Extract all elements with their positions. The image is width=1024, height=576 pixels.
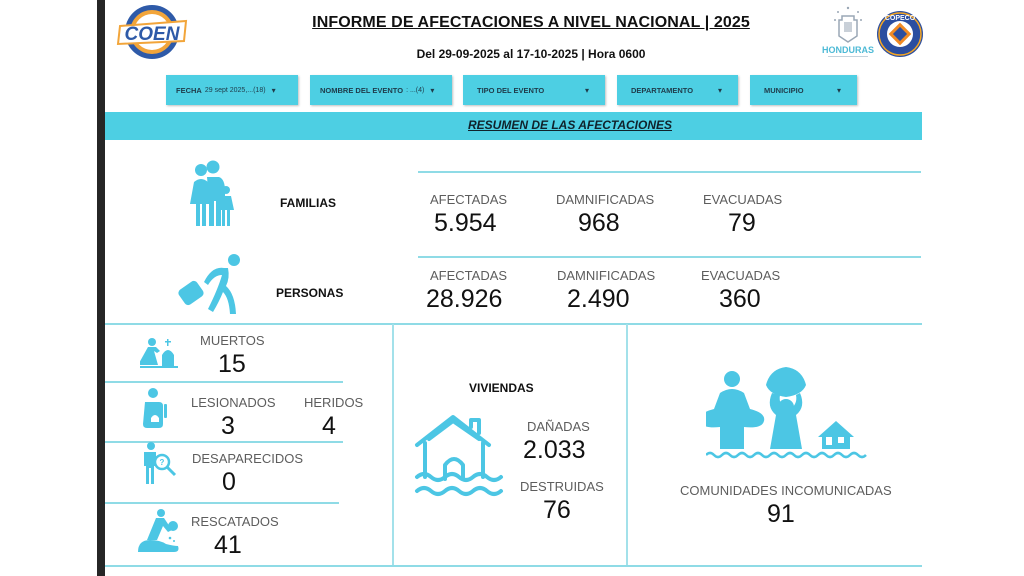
filter-fecha[interactable]: FECHA 29 sept 2025,...(18) ▾ xyxy=(166,75,298,105)
mourning-grave-icon xyxy=(140,337,182,369)
chevron-down-icon: ▾ xyxy=(836,85,841,95)
rescue-icon xyxy=(136,508,182,554)
honduras-logo: HONDURAS xyxy=(818,4,878,60)
svg-text:HONDURAS: HONDURAS xyxy=(822,45,874,55)
heridos-value: 4 xyxy=(322,412,336,440)
page-title: INFORME DE AFECTACIONES A NIVEL NACIONAL… xyxy=(312,14,750,31)
filter-nombre-evento-label: NOMBRE DEL EVENTO xyxy=(320,85,404,95)
personas-damnificadas-label: DAMNIFICADAS xyxy=(557,268,656,283)
personas-evacuadas-value: 360 xyxy=(719,285,761,313)
personas-evacuadas-label: EVACUADAS xyxy=(701,268,781,283)
personas-afectadas-label: AFECTADAS xyxy=(430,268,508,283)
filter-municipio-label: MUNICIPIO xyxy=(764,85,804,95)
filter-tipo-evento[interactable]: TIPO DEL EVENTO ▾ xyxy=(463,75,605,105)
familias-damnificadas-value: 968 xyxy=(578,209,620,237)
date-range-subtitle: Del 29-09-2025 al 17-10-2025 | Hora 0600 xyxy=(416,47,646,61)
summary-banner-title: RESUMEN DE LAS AFECTACIONES xyxy=(467,118,672,132)
muertos-value: 15 xyxy=(218,350,246,378)
svg-text:COEN: COEN xyxy=(125,24,181,45)
danadas-value: 2.033 xyxy=(523,436,586,464)
window-left-edge xyxy=(97,0,105,576)
familias-afectadas-label: AFECTADAS xyxy=(430,192,508,207)
divider xyxy=(105,381,343,383)
divider-vertical xyxy=(392,324,394,566)
divider xyxy=(418,171,921,173)
missing-person-search-icon: ? xyxy=(143,442,179,486)
divider xyxy=(418,256,921,258)
divider xyxy=(105,502,339,504)
svg-text:COPECO: COPECO xyxy=(885,15,916,22)
lesionados-value: 3 xyxy=(221,412,235,440)
filter-municipio[interactable]: MUNICIPIO ▾ xyxy=(750,75,857,105)
familias-label: FAMILIAS xyxy=(280,196,336,210)
filter-tipo-evento-label: TIPO DEL EVENTO xyxy=(477,85,545,95)
lesionados-label: LESIONADOS xyxy=(191,395,276,410)
heridos-label: HERIDOS xyxy=(304,395,364,410)
destruidas-value: 76 xyxy=(543,496,571,524)
muertos-label: MUERTOS xyxy=(200,333,265,348)
desaparecidos-value: 0 xyxy=(222,468,236,496)
isolated-community-flood-icon xyxy=(706,363,870,459)
familias-afectadas-value: 5.954 xyxy=(434,209,497,237)
coen-logo: COEN xyxy=(116,4,188,60)
chevron-down-icon: ▾ xyxy=(271,85,276,95)
personas-damnificadas-value: 2.490 xyxy=(567,285,630,313)
familias-evacuadas-label: EVACUADAS xyxy=(703,192,783,207)
filter-fecha-label: FECHA xyxy=(176,85,202,95)
familias-damnificadas-label: DAMNIFICADAS xyxy=(556,192,655,207)
flooded-house-icon xyxy=(413,413,505,501)
filter-nombre-evento[interactable]: NOMBRE DEL EVENTO : ...(4) ▾ xyxy=(310,75,452,105)
divider xyxy=(105,441,343,443)
filter-fecha-value: 29 sept 2025,...(18) xyxy=(204,86,266,94)
familias-evacuadas-value: 79 xyxy=(728,209,756,237)
rescatados-label: RESCATADOS xyxy=(191,514,279,529)
personas-label: PERSONAS xyxy=(276,286,344,300)
filter-departamento[interactable]: DEPARTAMENTO ▾ xyxy=(617,75,738,105)
svg-text:?: ? xyxy=(160,458,165,467)
summary-banner xyxy=(105,112,922,140)
comunidades-value: 91 xyxy=(767,500,795,528)
destruidas-label: DESTRUIDAS xyxy=(520,479,604,494)
injured-person-icon xyxy=(143,388,169,432)
chevron-down-icon: ▾ xyxy=(717,85,722,95)
chevron-down-icon: ▾ xyxy=(584,85,589,95)
personas-afectadas-value: 28.926 xyxy=(426,285,503,313)
copeco-logo: COPECO xyxy=(876,10,924,58)
divider xyxy=(105,323,922,325)
family-icon xyxy=(188,160,240,232)
filter-nombre-evento-value: : ...(4) xyxy=(406,86,425,94)
evacuee-with-luggage-icon xyxy=(176,252,246,320)
divider xyxy=(105,565,922,567)
comunidades-label: COMUNIDADES INCOMUNICADAS xyxy=(680,483,892,498)
rescatados-value: 41 xyxy=(214,531,242,559)
desaparecidos-label: DESAPARECIDOS xyxy=(192,451,304,466)
chevron-down-icon: ▾ xyxy=(430,85,435,95)
filter-departamento-label: DEPARTAMENTO xyxy=(631,85,694,95)
viviendas-label: VIVIENDAS xyxy=(469,381,534,395)
danadas-label: DAÑADAS xyxy=(527,419,590,434)
divider-vertical xyxy=(626,324,628,566)
